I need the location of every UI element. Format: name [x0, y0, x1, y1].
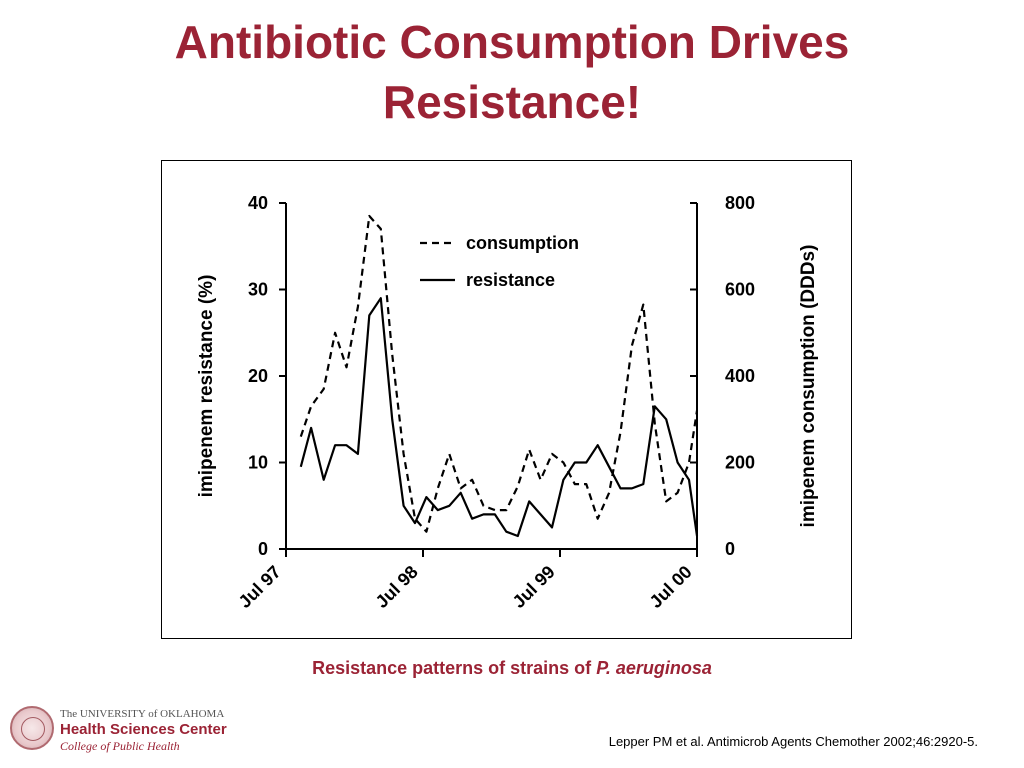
x-tick-label: Jul 98: [372, 562, 422, 612]
y2-axis-title: imipenem consumption (DDDs): [798, 245, 819, 528]
x-tick-label: Jul 00: [646, 562, 696, 612]
y2-tick-label: 600: [725, 280, 755, 300]
logo-center-name: Health Sciences Center: [60, 721, 227, 738]
x-tick-label: Jul 99: [509, 562, 559, 612]
slide-title: Antibiotic Consumption Drives Resistance…: [0, 12, 1024, 132]
caption-organism: P. aeruginosa: [596, 658, 712, 678]
chart-frame: 0 10 20 30 40 0 200 400 600 800 Jul 97 Jul 98 Jul 99…: [161, 160, 852, 639]
y-tick-label: 10: [248, 453, 268, 473]
legend-label-resistance: resistance: [466, 270, 555, 290]
y2-tick-label: 0: [725, 539, 735, 559]
logo-university-name: The UNIVERSITY of OKLAHOMA: [60, 708, 225, 720]
y2-tick-label: 400: [725, 366, 755, 386]
y-tick-label: 30: [248, 280, 268, 300]
y-tick-label: 20: [248, 366, 268, 386]
x-tick-label: Jul 97: [235, 562, 285, 612]
series-line-resistance: [299, 297, 699, 538]
y2-tick-label: 800: [725, 193, 755, 213]
y-axis-title: imipenem resistance (%): [196, 275, 217, 498]
y-tick-label: 40: [248, 193, 268, 213]
series-line-consumption: [299, 214, 699, 533]
university-seal-icon: [10, 706, 54, 750]
slide-title-line2: Resistance!: [382, 76, 642, 128]
figure-caption: Resistance patterns of strains of P. aer…: [0, 658, 1024, 679]
logo-college-name: College of Public Health: [60, 739, 180, 753]
y-tick-label: 0: [258, 539, 268, 559]
y2-tick-label: 200: [725, 453, 755, 473]
university-logo: The UNIVERSITY of OKLAHOMA Health Scienc…: [10, 706, 230, 758]
citation: Lepper PM et al. Antimicrob Agents Chemo…: [608, 734, 978, 749]
caption-text: Resistance patterns of strains of: [312, 658, 597, 678]
legend-label-consumption: consumption: [466, 233, 579, 253]
slide-title-line1: Antibiotic Consumption Drives: [174, 16, 850, 68]
